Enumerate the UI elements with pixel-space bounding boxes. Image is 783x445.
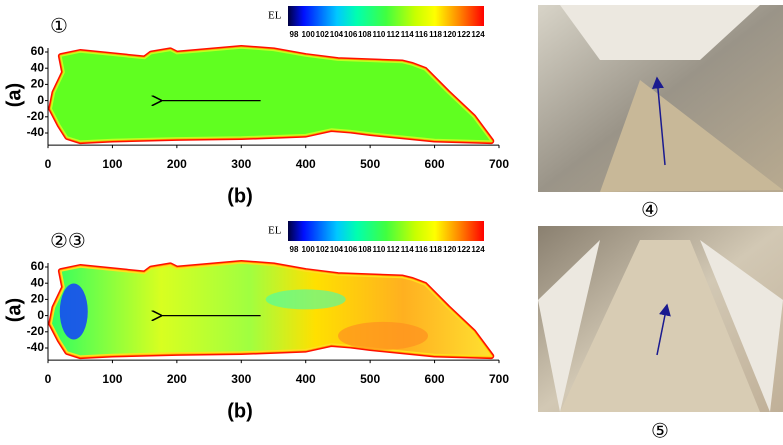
legend-tick-label: 108	[358, 30, 372, 39]
legend-tick-label: 112	[387, 30, 400, 39]
legend-tick-label: 124	[471, 245, 485, 254]
legend-tick-label: 118	[429, 245, 442, 254]
x-tick-label: 400	[296, 372, 316, 386]
y-tick-label: 20	[31, 77, 45, 91]
legend-tick-label: 114	[401, 245, 414, 254]
x-tick-label: 300	[231, 372, 251, 386]
y-tick-label: 60	[31, 259, 45, 273]
panel-label: ①	[50, 15, 68, 37]
legend-tick-label: 98	[290, 30, 299, 39]
legend-tick-label: 116	[415, 30, 428, 39]
legend-tick-label: 120	[443, 245, 457, 254]
legend-tick-label: 114	[401, 30, 414, 39]
y-tick-label: 20	[31, 292, 45, 306]
y-tick-label: 0	[37, 308, 44, 322]
legend-tick-label: 116	[415, 245, 428, 254]
photo	[538, 5, 783, 192]
legend-tick-label: 100	[301, 30, 315, 39]
legend-tick-label: 102	[316, 30, 330, 39]
legend-tick-label: 112	[387, 245, 400, 254]
x-axis-label: (b)	[227, 185, 253, 207]
x-tick-label: 200	[167, 372, 187, 386]
legend-tick-label: 110	[372, 245, 385, 254]
contour-fill	[50, 262, 493, 357]
legend-tick-label: 108	[358, 245, 372, 254]
y-tick-label: -40	[27, 340, 45, 354]
legend-title: EL	[268, 10, 282, 22]
contour-fill	[50, 47, 493, 142]
panel-label: ②③	[50, 230, 86, 252]
x-tick-label: 0	[45, 372, 52, 386]
legend-tick-label: 120	[443, 30, 457, 39]
x-tick-label: 600	[425, 372, 445, 386]
legend-tick-label: 106	[344, 245, 358, 254]
x-tick-label: 200	[167, 157, 187, 171]
x-tick-label: 100	[102, 157, 122, 171]
y-tick-label: -20	[27, 109, 45, 123]
legend-tick-label: 122	[457, 30, 471, 39]
legend-tick-label: 118	[429, 30, 442, 39]
colorbar	[288, 221, 484, 241]
x-tick-label: 300	[231, 157, 251, 171]
x-tick-label: 700	[489, 372, 509, 386]
legend-tick-label: 106	[344, 30, 358, 39]
legend-title: EL	[268, 225, 282, 237]
y-axis-label: (a)	[3, 298, 25, 322]
y-tick-label: -40	[27, 125, 45, 139]
photo	[538, 226, 783, 412]
y-axis-label: (a)	[3, 83, 25, 107]
y-tick-label: -20	[27, 324, 45, 338]
contour-low	[59, 283, 88, 340]
legend-tick-label: 98	[290, 245, 299, 254]
x-tick-label: 500	[360, 157, 380, 171]
x-tick-label: 0	[45, 157, 52, 171]
photo-label: ④	[641, 199, 659, 221]
x-tick-label: 100	[102, 372, 122, 386]
photo-label: ⑤	[651, 420, 669, 442]
x-tick-label: 700	[489, 157, 509, 171]
legend-tick-label: 124	[471, 30, 485, 39]
legend-tick-label: 100	[301, 245, 315, 254]
y-tick-label: 60	[31, 44, 45, 58]
legend-tick-label: 110	[372, 30, 385, 39]
x-tick-label: 400	[296, 157, 316, 171]
x-tick-label: 500	[360, 372, 380, 386]
x-tick-label: 600	[425, 157, 445, 171]
colorbar	[288, 6, 484, 26]
contour-mid	[265, 289, 346, 310]
legend-tick-label: 104	[330, 30, 344, 39]
y-tick-label: 40	[31, 60, 45, 74]
legend-tick-label: 122	[457, 245, 471, 254]
legend-tick-label: 104	[330, 245, 344, 254]
y-tick-label: 0	[37, 93, 44, 107]
legend-tick-label: 102	[316, 245, 330, 254]
y-tick-label: 40	[31, 275, 45, 289]
x-axis-label: (b)	[227, 400, 253, 422]
contour-high	[338, 321, 429, 350]
